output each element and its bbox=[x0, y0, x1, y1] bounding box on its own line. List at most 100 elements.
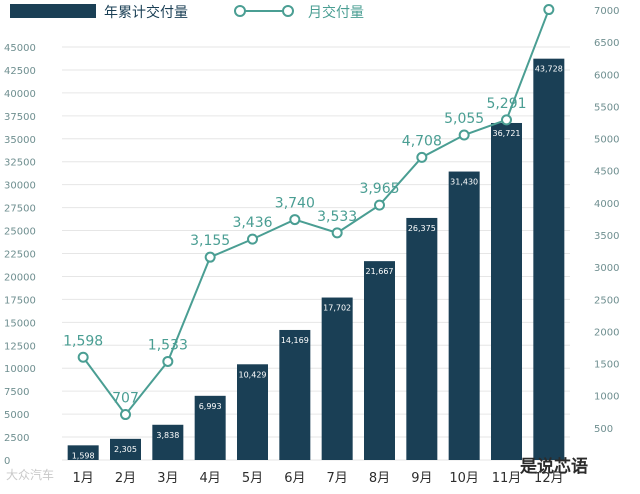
left-axis: 0 2500 5000 7500 10000 12500 15000 17500 20000 22… bbox=[4, 43, 36, 467]
x-tick-label: 4月 bbox=[200, 471, 221, 486]
bar bbox=[237, 364, 268, 460]
bar-value-label: 43,728 bbox=[535, 65, 563, 74]
x-tick-label: 7月 bbox=[327, 471, 348, 486]
left-tick-label: 45000 bbox=[4, 43, 36, 54]
line-value-label: 7,007 bbox=[529, 0, 569, 2]
right-axis: 500 1000 1500 2000 2500 3000 3500 4000 4500 5000 5… bbox=[594, 6, 619, 435]
line-value-label: 3,965 bbox=[359, 181, 399, 197]
right-tick-label: 500 bbox=[594, 424, 613, 435]
bar bbox=[110, 438, 141, 460]
monthly-line-path bbox=[82, 9, 550, 417]
right-tick-label: 7000 bbox=[594, 6, 619, 17]
legend-bar-swatch bbox=[10, 4, 96, 18]
right-tick-label: 5500 bbox=[594, 102, 619, 113]
left-tick-label: 0 bbox=[4, 456, 10, 467]
watermark-right: 是说芯语 bbox=[520, 457, 588, 477]
legend-line-label: 月交付量 bbox=[308, 4, 364, 21]
line-point bbox=[120, 409, 131, 421]
left-tick-label: 35000 bbox=[4, 135, 36, 146]
left-tick-label: 7500 bbox=[4, 387, 29, 398]
bar bbox=[194, 395, 226, 460]
bar bbox=[364, 261, 395, 460]
left-tick-label: 42500 bbox=[4, 66, 36, 77]
line-value-label: 3,436 bbox=[232, 215, 272, 231]
bar bbox=[152, 424, 184, 460]
left-tick-label: 22500 bbox=[4, 250, 36, 261]
legend-line-marker-right bbox=[282, 5, 294, 17]
bar bbox=[491, 122, 522, 460]
left-tick-label: 20000 bbox=[4, 272, 36, 283]
right-tick-label: 1500 bbox=[594, 360, 619, 371]
line-value-label: 3,533 bbox=[317, 209, 357, 225]
left-tick-label: 30000 bbox=[4, 181, 36, 192]
line-value-label: 5,291 bbox=[486, 96, 526, 112]
bar-value-label: 31,430 bbox=[450, 178, 478, 187]
line-value-label: 1,598 bbox=[63, 333, 103, 349]
right-tick-label: 4000 bbox=[594, 199, 619, 210]
bar-value-label: 10,429 bbox=[239, 370, 267, 379]
left-tick-label: 32500 bbox=[4, 158, 36, 169]
x-axis: 1月 2月 3月 4月 5月 6月 7月 8月 9月 10月 11月 12月 bbox=[73, 471, 564, 486]
x-tick-label: 1月 bbox=[73, 471, 94, 486]
line-point bbox=[543, 4, 555, 16]
bar bbox=[67, 445, 99, 460]
left-tick-label: 17500 bbox=[4, 295, 36, 306]
legend-line-marker-left bbox=[234, 5, 246, 17]
left-tick-label: 2500 bbox=[4, 433, 29, 444]
grid-lines bbox=[62, 46, 570, 461]
right-tick-label: 3500 bbox=[594, 231, 619, 242]
left-tick-label: 40000 bbox=[4, 89, 36, 100]
left-tick-label: 10000 bbox=[4, 364, 36, 375]
x-tick-label: 8月 bbox=[369, 471, 390, 486]
right-tick-label: 5000 bbox=[594, 135, 619, 146]
line-value-label: 4,708 bbox=[402, 133, 442, 149]
line-point bbox=[331, 227, 343, 239]
legend-bar-label: 年累计交付量 bbox=[104, 4, 188, 21]
bar-value-label: 26,375 bbox=[408, 224, 436, 233]
right-tick-label: 6000 bbox=[594, 70, 619, 81]
left-tick-label: 12500 bbox=[4, 341, 36, 352]
x-tick-label: 3月 bbox=[157, 471, 178, 486]
line-point bbox=[77, 351, 89, 363]
line-point bbox=[501, 114, 512, 126]
line-value-label: 5,055 bbox=[444, 111, 484, 127]
bar-value-label: 2,305 bbox=[114, 445, 137, 454]
right-tick-label: 1000 bbox=[594, 392, 619, 403]
x-tick-label: 6月 bbox=[284, 471, 305, 486]
line-value-label: 3,740 bbox=[275, 196, 315, 212]
right-tick-label: 3000 bbox=[594, 263, 619, 274]
bar bbox=[321, 297, 353, 460]
line-point bbox=[247, 233, 258, 245]
bar-value-label: 21,667 bbox=[366, 267, 394, 276]
left-tick-label: 37500 bbox=[4, 112, 36, 123]
line-point bbox=[374, 199, 385, 211]
right-tick-label: 2500 bbox=[594, 295, 619, 306]
left-tick-label: 25000 bbox=[4, 227, 36, 238]
line-point bbox=[162, 355, 174, 367]
left-tick-label: 5000 bbox=[4, 410, 29, 421]
line-point bbox=[458, 129, 470, 141]
x-tick-label: 9月 bbox=[411, 471, 432, 486]
left-tick-label: 15000 bbox=[4, 318, 36, 329]
legend: 年累计交付量 月交付量 bbox=[10, 4, 364, 21]
x-tick-label: 5月 bbox=[242, 471, 263, 486]
x-tick-label: 10月 bbox=[449, 471, 479, 486]
bar bbox=[406, 217, 438, 460]
right-tick-label: 6500 bbox=[594, 38, 619, 49]
line-point bbox=[289, 214, 301, 226]
line-value-label: 707 bbox=[112, 391, 139, 407]
right-tick-label: 2000 bbox=[594, 327, 619, 338]
bar bbox=[448, 171, 480, 460]
line-point bbox=[204, 251, 216, 263]
bar bbox=[533, 58, 565, 460]
bar-value-label: 14,169 bbox=[281, 336, 309, 345]
bars: 1,598 2,305 3,838 6,993 10,429 14,169 17,702 21… bbox=[67, 58, 565, 460]
bar-value-label: 6,993 bbox=[199, 402, 222, 411]
line-point bbox=[416, 151, 428, 163]
x-tick-label: 2月 bbox=[115, 471, 136, 486]
x-tick-label: 11月 bbox=[492, 471, 522, 486]
bar-value-label: 1,598 bbox=[72, 451, 95, 460]
bar-value-label: 36,721 bbox=[493, 129, 521, 138]
